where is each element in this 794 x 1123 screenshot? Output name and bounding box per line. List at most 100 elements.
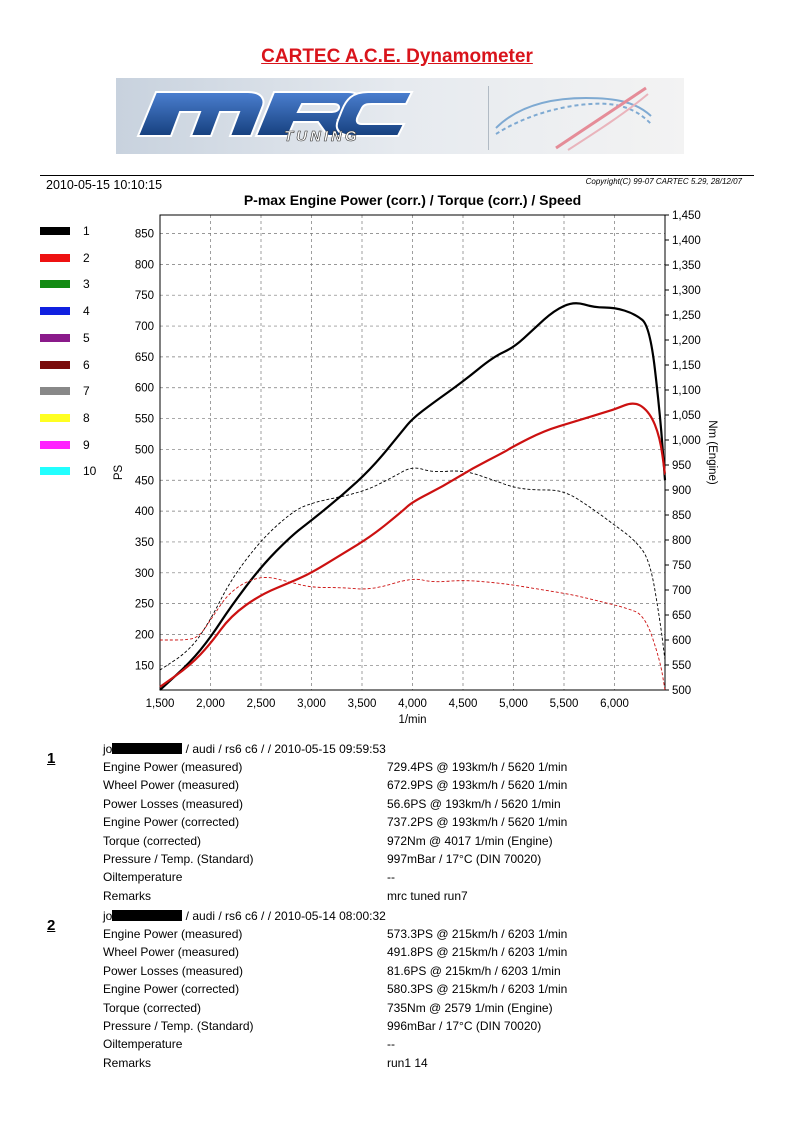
x-tick-label: 4,500: [449, 698, 478, 710]
plot-frame: [159, 214, 666, 691]
run-row-value: 735Nm @ 2579 1/min (Engine): [387, 1000, 553, 1015]
y-tick-label: 700: [135, 321, 154, 333]
legend-label: 5: [83, 330, 90, 345]
legend-swatch: [40, 307, 70, 316]
y-tick-label: 350: [135, 537, 154, 549]
x-axis-label: 1/min: [398, 714, 426, 726]
run-header-suffix: / audi / rs6 c6 / / 2010-05-14 08:00:32: [182, 909, 386, 923]
legend-item-5: 5: [40, 330, 120, 346]
legend-label: 6: [83, 357, 90, 372]
x-tick-label: 2,000: [196, 698, 225, 710]
run-row-label: Torque (corrected): [103, 1000, 202, 1015]
x-tick-label: 3,500: [348, 698, 377, 710]
run-row-label: Wheel Power (measured): [103, 778, 240, 793]
legend-swatch: [40, 333, 70, 342]
y-axis-label: PS: [113, 465, 125, 481]
y2-tick-label: 1,050: [672, 410, 701, 422]
y2-axis-label: Nm (Engine): [706, 420, 718, 485]
y-tick-label: 500: [135, 444, 154, 456]
banner-dyno-graphic: [488, 86, 652, 151]
x-tick-label: 3,000: [297, 698, 326, 710]
x-tick-label: 1,500: [146, 698, 175, 710]
run-row-label: Torque (corrected): [103, 833, 202, 848]
y2-tick-label: 850: [672, 510, 691, 522]
y-tick-label: 750: [135, 290, 154, 302]
legend-item-10: 10: [40, 464, 120, 479]
y-tick-label: 600: [135, 383, 154, 395]
legend-label: 4: [83, 304, 90, 319]
y2-tick-label: 1,100: [672, 385, 701, 397]
legend-label: 10: [83, 464, 97, 479]
run-row-value: 672.9PS @ 193km/h / 5620 1/min: [387, 778, 568, 793]
legend-item-2: 2: [40, 250, 120, 266]
run-row-label: Remarks: [103, 888, 152, 903]
series-2-power-line: [159, 402, 667, 688]
legend-label: 7: [83, 384, 90, 399]
y-tick-label: 550: [135, 414, 154, 426]
legend-swatch: [40, 360, 70, 369]
copyright-notice: Copyright(C) 99-07 CARTEC 5.29, 28/12/07: [585, 177, 742, 186]
run-row-value: 997mBar / 17°C (DIN 70020): [387, 852, 542, 866]
y-tick-label: 300: [135, 568, 154, 580]
legend-swatch: [40, 440, 70, 449]
run-header-prefix: jo: [103, 742, 113, 756]
y2-tick-label: 1,400: [672, 235, 701, 247]
run-row-value: 729.4PS @ 193km/h / 5620 1/min: [387, 760, 568, 774]
x-tick-label: 6,000: [600, 698, 629, 710]
run-row-value: --: [387, 1037, 395, 1052]
y2-tick-label: 750: [672, 560, 691, 572]
legend-swatch: [40, 253, 70, 262]
grid: [159, 215, 665, 690]
legend-swatch: [40, 387, 70, 396]
dyno-chart: 1,500 2,000 2,500 3,000 3,500 4,000 4,500 5,000…: [113, 210, 718, 726]
redacted-block: [112, 910, 183, 921]
redacted-block: [112, 743, 183, 754]
run-row-label: Oiltemperature: [103, 870, 183, 885]
run-row-label: Wheel Power (measured): [103, 945, 240, 960]
y-tick-label: 450: [135, 475, 154, 487]
series-2-torque-line: [159, 577, 666, 691]
y2-tick-label: 1,150: [672, 360, 701, 372]
series-1-power-line: [159, 302, 667, 691]
x-tick-label: 2,500: [247, 698, 276, 710]
run-row-label: Power Losses (measured): [103, 796, 244, 811]
run-row-value: 580.3PS @ 215km/h / 6203 1/min: [387, 982, 568, 997]
y2-tick-label: 1,250: [672, 310, 701, 322]
run-row-label: Power Losses (measured): [103, 963, 244, 978]
y-tick-label: 650: [135, 352, 154, 364]
legend-label: 1: [83, 224, 90, 238]
series-layer: [159, 302, 667, 691]
run-row-label: Pressure / Temp. (Standard): [103, 852, 254, 866]
run-row-value: 972Nm @ 4017 1/min (Engine): [387, 833, 553, 848]
legend-label: 9: [83, 437, 90, 452]
run-row-value: 573.3PS @ 215km/h / 6203 1/min: [387, 927, 568, 941]
y-tick-label: 200: [135, 629, 154, 641]
run-header: jo / audi / rs6 c6 / / 2010-05-14 08:00:…: [103, 909, 386, 923]
run-row-label: Engine Power (measured): [103, 760, 243, 774]
legend-item-8: 8: [40, 411, 120, 426]
legend-swatch: [40, 280, 70, 289]
legend-item-6: 6: [40, 357, 120, 373]
mrc-tuning-banner: TUNING: [116, 78, 684, 154]
run-row-label: Engine Power (corrected): [103, 815, 240, 830]
run-row-value: 491.8PS @ 215km/h / 6203 1/min: [387, 945, 568, 960]
y-tick-label: 250: [135, 599, 154, 611]
y-tick-label: 800: [135, 259, 154, 271]
y-tick-label: 850: [135, 229, 154, 241]
y2-tick-label: 1,200: [672, 335, 701, 347]
legend-item-3: 3: [40, 277, 120, 292]
legend-item-7: 7: [40, 384, 120, 399]
x-tick-label: 4,000: [398, 698, 427, 710]
y2-tick-label: 500: [672, 685, 691, 697]
x-tick-label: 5,500: [550, 698, 579, 710]
legend-swatch: [40, 413, 70, 422]
legend-swatch: [40, 467, 70, 476]
run-row-value: mrc tuned run7: [387, 888, 468, 903]
legend-item-1: 1: [40, 224, 120, 239]
y2-tick-label: 600: [672, 635, 691, 647]
legend-label: 2: [83, 250, 90, 265]
run-header-prefix: jo: [103, 909, 113, 923]
run-header-suffix: / audi / rs6 c6 / / 2010-05-15 09:59:53: [182, 742, 386, 756]
y2-tick-label: 1,350: [672, 260, 701, 272]
legend-item-4: 4: [40, 304, 120, 319]
